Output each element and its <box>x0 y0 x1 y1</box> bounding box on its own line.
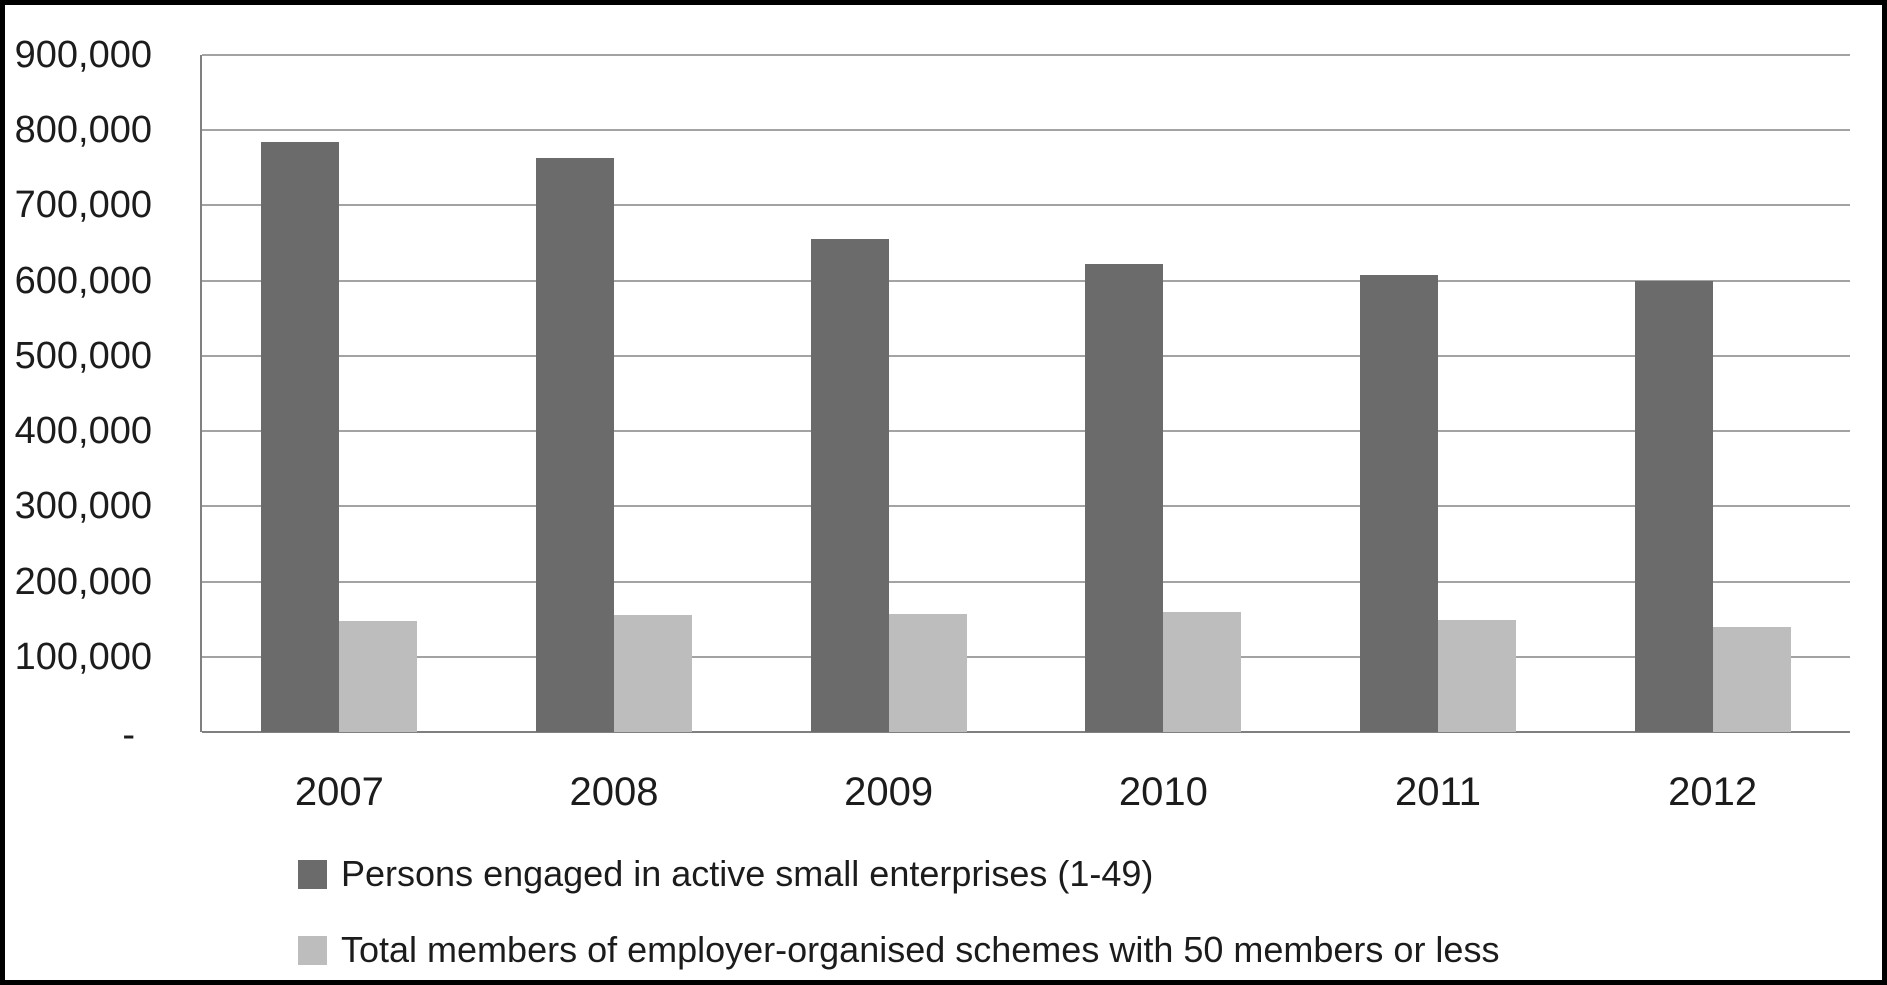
x-tick-label-2011: 2011 <box>1394 770 1481 814</box>
legend-label-dark-series: Persons engaged in active small enterpri… <box>341 853 1154 894</box>
bar-2012-series-1 <box>1712 626 1791 732</box>
legend-swatch-dark-series <box>298 859 327 889</box>
legend-item-light-series: Total members of employer-organised sche… <box>298 928 1499 972</box>
gridline-800000 <box>202 129 1850 132</box>
gridline-600000 <box>202 279 1850 282</box>
bar-2012-series-0 <box>1634 280 1713 732</box>
y-tick-label-800000: 800,000 <box>14 109 152 152</box>
gridline-200000 <box>202 580 1850 583</box>
bar-2011-series-0 <box>1360 275 1438 732</box>
x-tick-label-2008: 2008 <box>569 770 659 814</box>
plot-area <box>200 54 1850 733</box>
y-tick-label-900000: 900,000 <box>14 34 152 76</box>
x-tick-label-2009: 2009 <box>844 770 934 814</box>
bar-2008-series-1 <box>614 614 692 732</box>
legend-item-dark-series: Persons engaged in active small enterpri… <box>298 852 1153 896</box>
gridline-300000 <box>202 505 1850 508</box>
bar-2009-series-0 <box>810 239 889 732</box>
legend-label-light-series: Total members of employer-organised sche… <box>341 929 1500 970</box>
y-tick-label-600000: 600,000 <box>14 259 152 302</box>
gridline-500000 <box>202 354 1850 357</box>
y-tick-label-500000: 500,000 <box>14 334 152 377</box>
gridline-700000 <box>202 204 1850 207</box>
chart-inner: - 100,000 200,000 300,000 400,000 500,000 600,… <box>5 5 1882 980</box>
bar-2008-series-0 <box>536 158 614 732</box>
y-tick-label-400000: 400,000 <box>14 410 152 453</box>
gridline-900000 <box>202 54 1850 56</box>
bar-2010-series-1 <box>1163 611 1242 732</box>
y-axis-line <box>200 55 202 732</box>
x-tick-label-2010: 2010 <box>1118 770 1208 814</box>
y-tick-label-0: - <box>122 714 135 756</box>
bar-2007-series-0 <box>261 141 340 732</box>
x-tick-label-2007: 2007 <box>294 770 384 814</box>
x-axis-line <box>202 731 1850 733</box>
gridline-400000 <box>202 430 1850 433</box>
bar-2007-series-1 <box>339 620 418 732</box>
y-tick-label-200000: 200,000 <box>14 560 152 603</box>
bar-2010-series-0 <box>1085 264 1164 732</box>
y-tick-label-700000: 700,000 <box>14 184 152 227</box>
y-tick-label-100000: 100,000 <box>14 635 152 678</box>
x-tick-label-2012: 2012 <box>1668 770 1758 814</box>
gridline-100000 <box>202 655 1850 658</box>
y-tick-label-300000: 300,000 <box>14 485 152 528</box>
bar-2009-series-1 <box>888 613 967 732</box>
bar-2011-series-1 <box>1438 619 1516 732</box>
legend-swatch-light-series <box>298 935 327 965</box>
